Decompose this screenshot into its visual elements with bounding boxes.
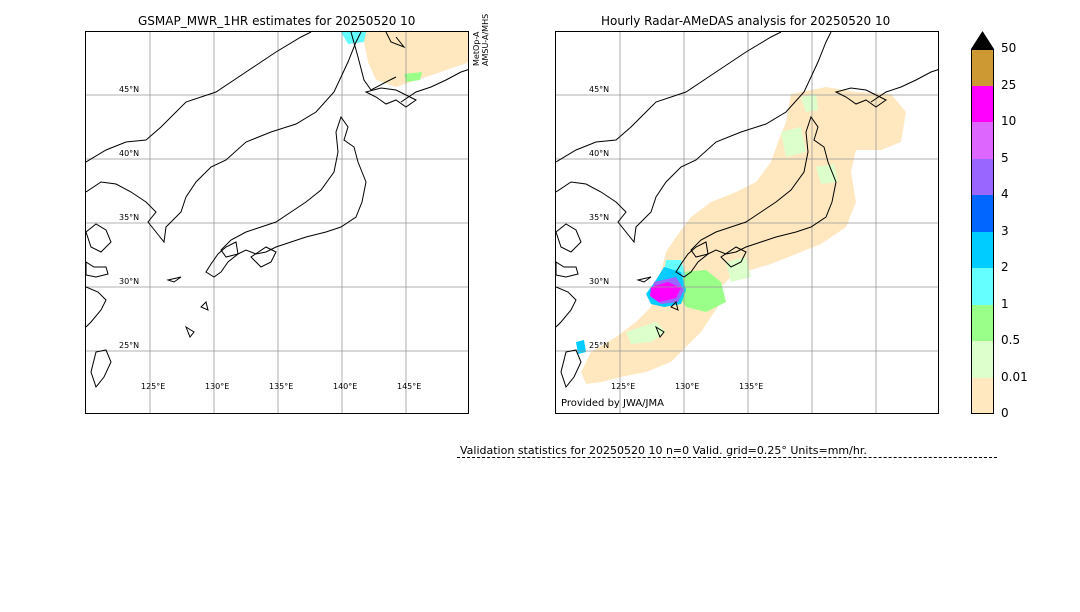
- colorbar-segment: [971, 341, 994, 378]
- right-lon-label: 135°E: [739, 382, 764, 391]
- colorbar-segment: [971, 49, 994, 86]
- colorbar-tick-label: 0.5: [1001, 333, 1021, 347]
- left-rain-area: [362, 32, 468, 87]
- validation-stats: Validation statistics for 20250520 10 n=…: [460, 444, 867, 457]
- colorbar-tick-label: 5: [1001, 150, 1009, 165]
- colorbar-extend-triangle: [971, 31, 994, 49]
- left-lat-label: 35°N: [119, 213, 140, 222]
- colorbar-tick-label: 4: [1001, 187, 1009, 201]
- left-lon-label: 130°E: [205, 382, 230, 391]
- colorbar-segment: [971, 377, 994, 414]
- right-lat-label: 35°N: [589, 213, 610, 222]
- right-lon-label: 130°E: [675, 382, 700, 391]
- colorbar-segment: [971, 122, 994, 159]
- colorbar-segment: [971, 268, 994, 305]
- satellite-note-line: AMSU-A/MHS: [481, 13, 490, 66]
- colorbar-tick-label: 0.01: [1001, 369, 1028, 384]
- colorbar-tick-label: 10: [1001, 114, 1017, 128]
- left-rain-green: [404, 72, 422, 82]
- colorbar-segment: [971, 195, 994, 232]
- left-lon-label: 140°E: [333, 382, 358, 391]
- left-gridlines: [86, 32, 468, 413]
- right-lat-label: 40°N: [589, 149, 610, 158]
- colorbar-tick-label: 50: [1001, 41, 1017, 55]
- colorbar-tick-label: 3: [1001, 223, 1009, 238]
- colorbar-segment: [971, 304, 994, 341]
- right-map: [555, 31, 939, 414]
- colorbar-segment: [971, 231, 994, 268]
- colorbar-segment: [971, 85, 994, 122]
- right-map-canvas: [556, 32, 938, 413]
- colorbar-tick-label: 25: [1001, 77, 1017, 92]
- right-lon-label: 125°E: [611, 382, 636, 391]
- colorbar-tick-label: 1: [1001, 296, 1009, 311]
- left-lat-label: 25°N: [119, 341, 140, 350]
- left-lon-label: 135°E: [269, 382, 294, 391]
- right-panel-title: Hourly Radar-AMeDAS analysis for 2025052…: [601, 14, 891, 28]
- left-panel-title: GSMAP_MWR_1HR estimates for 20250520 10: [138, 14, 416, 28]
- left-coastlines: [86, 32, 468, 389]
- left-lon-label: 125°E: [141, 382, 166, 391]
- data-credit: Provided by JWA/JMA: [561, 398, 664, 409]
- left-map-canvas: [86, 32, 468, 413]
- colorbar-tick-label: 2: [1001, 260, 1009, 274]
- stats-divider: [457, 457, 997, 458]
- right-lat-label: 30°N: [589, 277, 610, 286]
- colorbar-tick-label: 0: [1001, 406, 1009, 420]
- left-map: [85, 31, 469, 414]
- satellite-note: MetOp-A AMSU-A/MHS: [472, 14, 490, 66]
- colorbar: [971, 49, 994, 414]
- right-lat-label: 25°N: [589, 341, 610, 350]
- right-lat-label: 45°N: [589, 85, 610, 94]
- satellite-note-line: MetOp-A: [472, 31, 481, 66]
- left-lon-label: 145°E: [397, 382, 422, 391]
- left-lat-label: 30°N: [119, 277, 140, 286]
- colorbar-segment: [971, 158, 994, 195]
- left-lat-label: 40°N: [119, 149, 140, 158]
- right-coastlines: [556, 32, 938, 389]
- right-gridlines: [556, 32, 938, 413]
- left-lat-label: 45°N: [119, 85, 140, 94]
